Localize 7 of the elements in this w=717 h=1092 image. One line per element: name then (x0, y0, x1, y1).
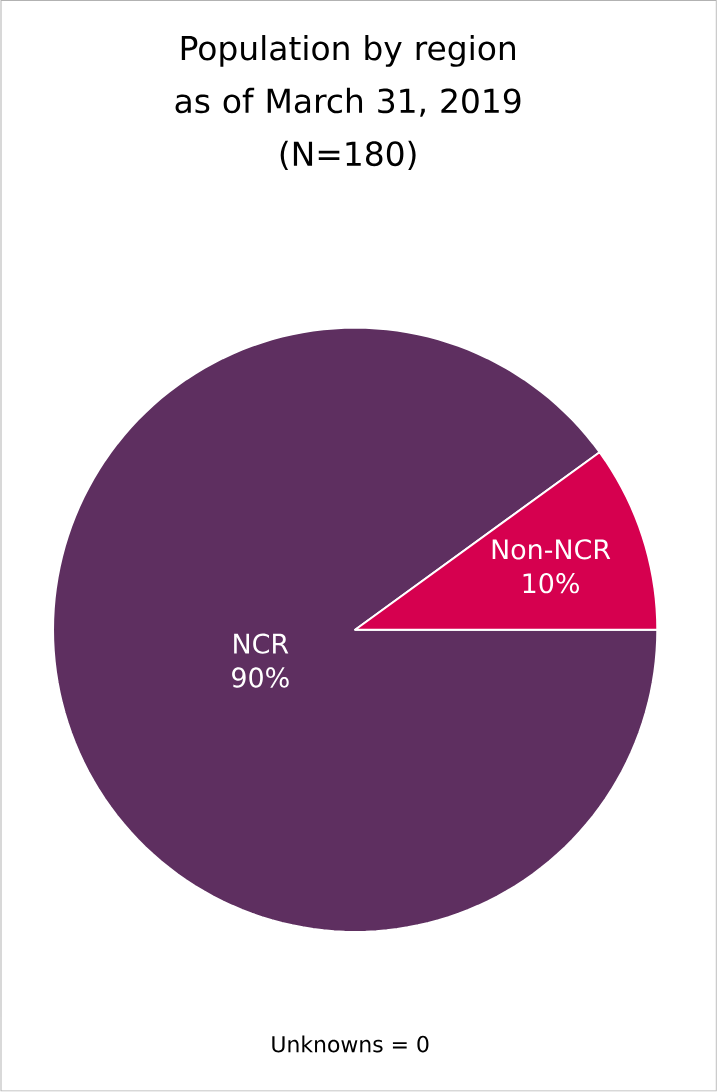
data-label: 90% (232, 667, 289, 688)
text: Unknowns = 0 (272, 1035, 429, 1053)
slice-label: Non-NCR (492, 539, 611, 560)
data-label: 10% (523, 573, 580, 594)
chart-subtitle: (N=180) (280, 140, 416, 170)
slice-label: NCR (234, 633, 289, 654)
chart-title: Population by region as of March 31, 2019 (175, 35, 521, 117)
